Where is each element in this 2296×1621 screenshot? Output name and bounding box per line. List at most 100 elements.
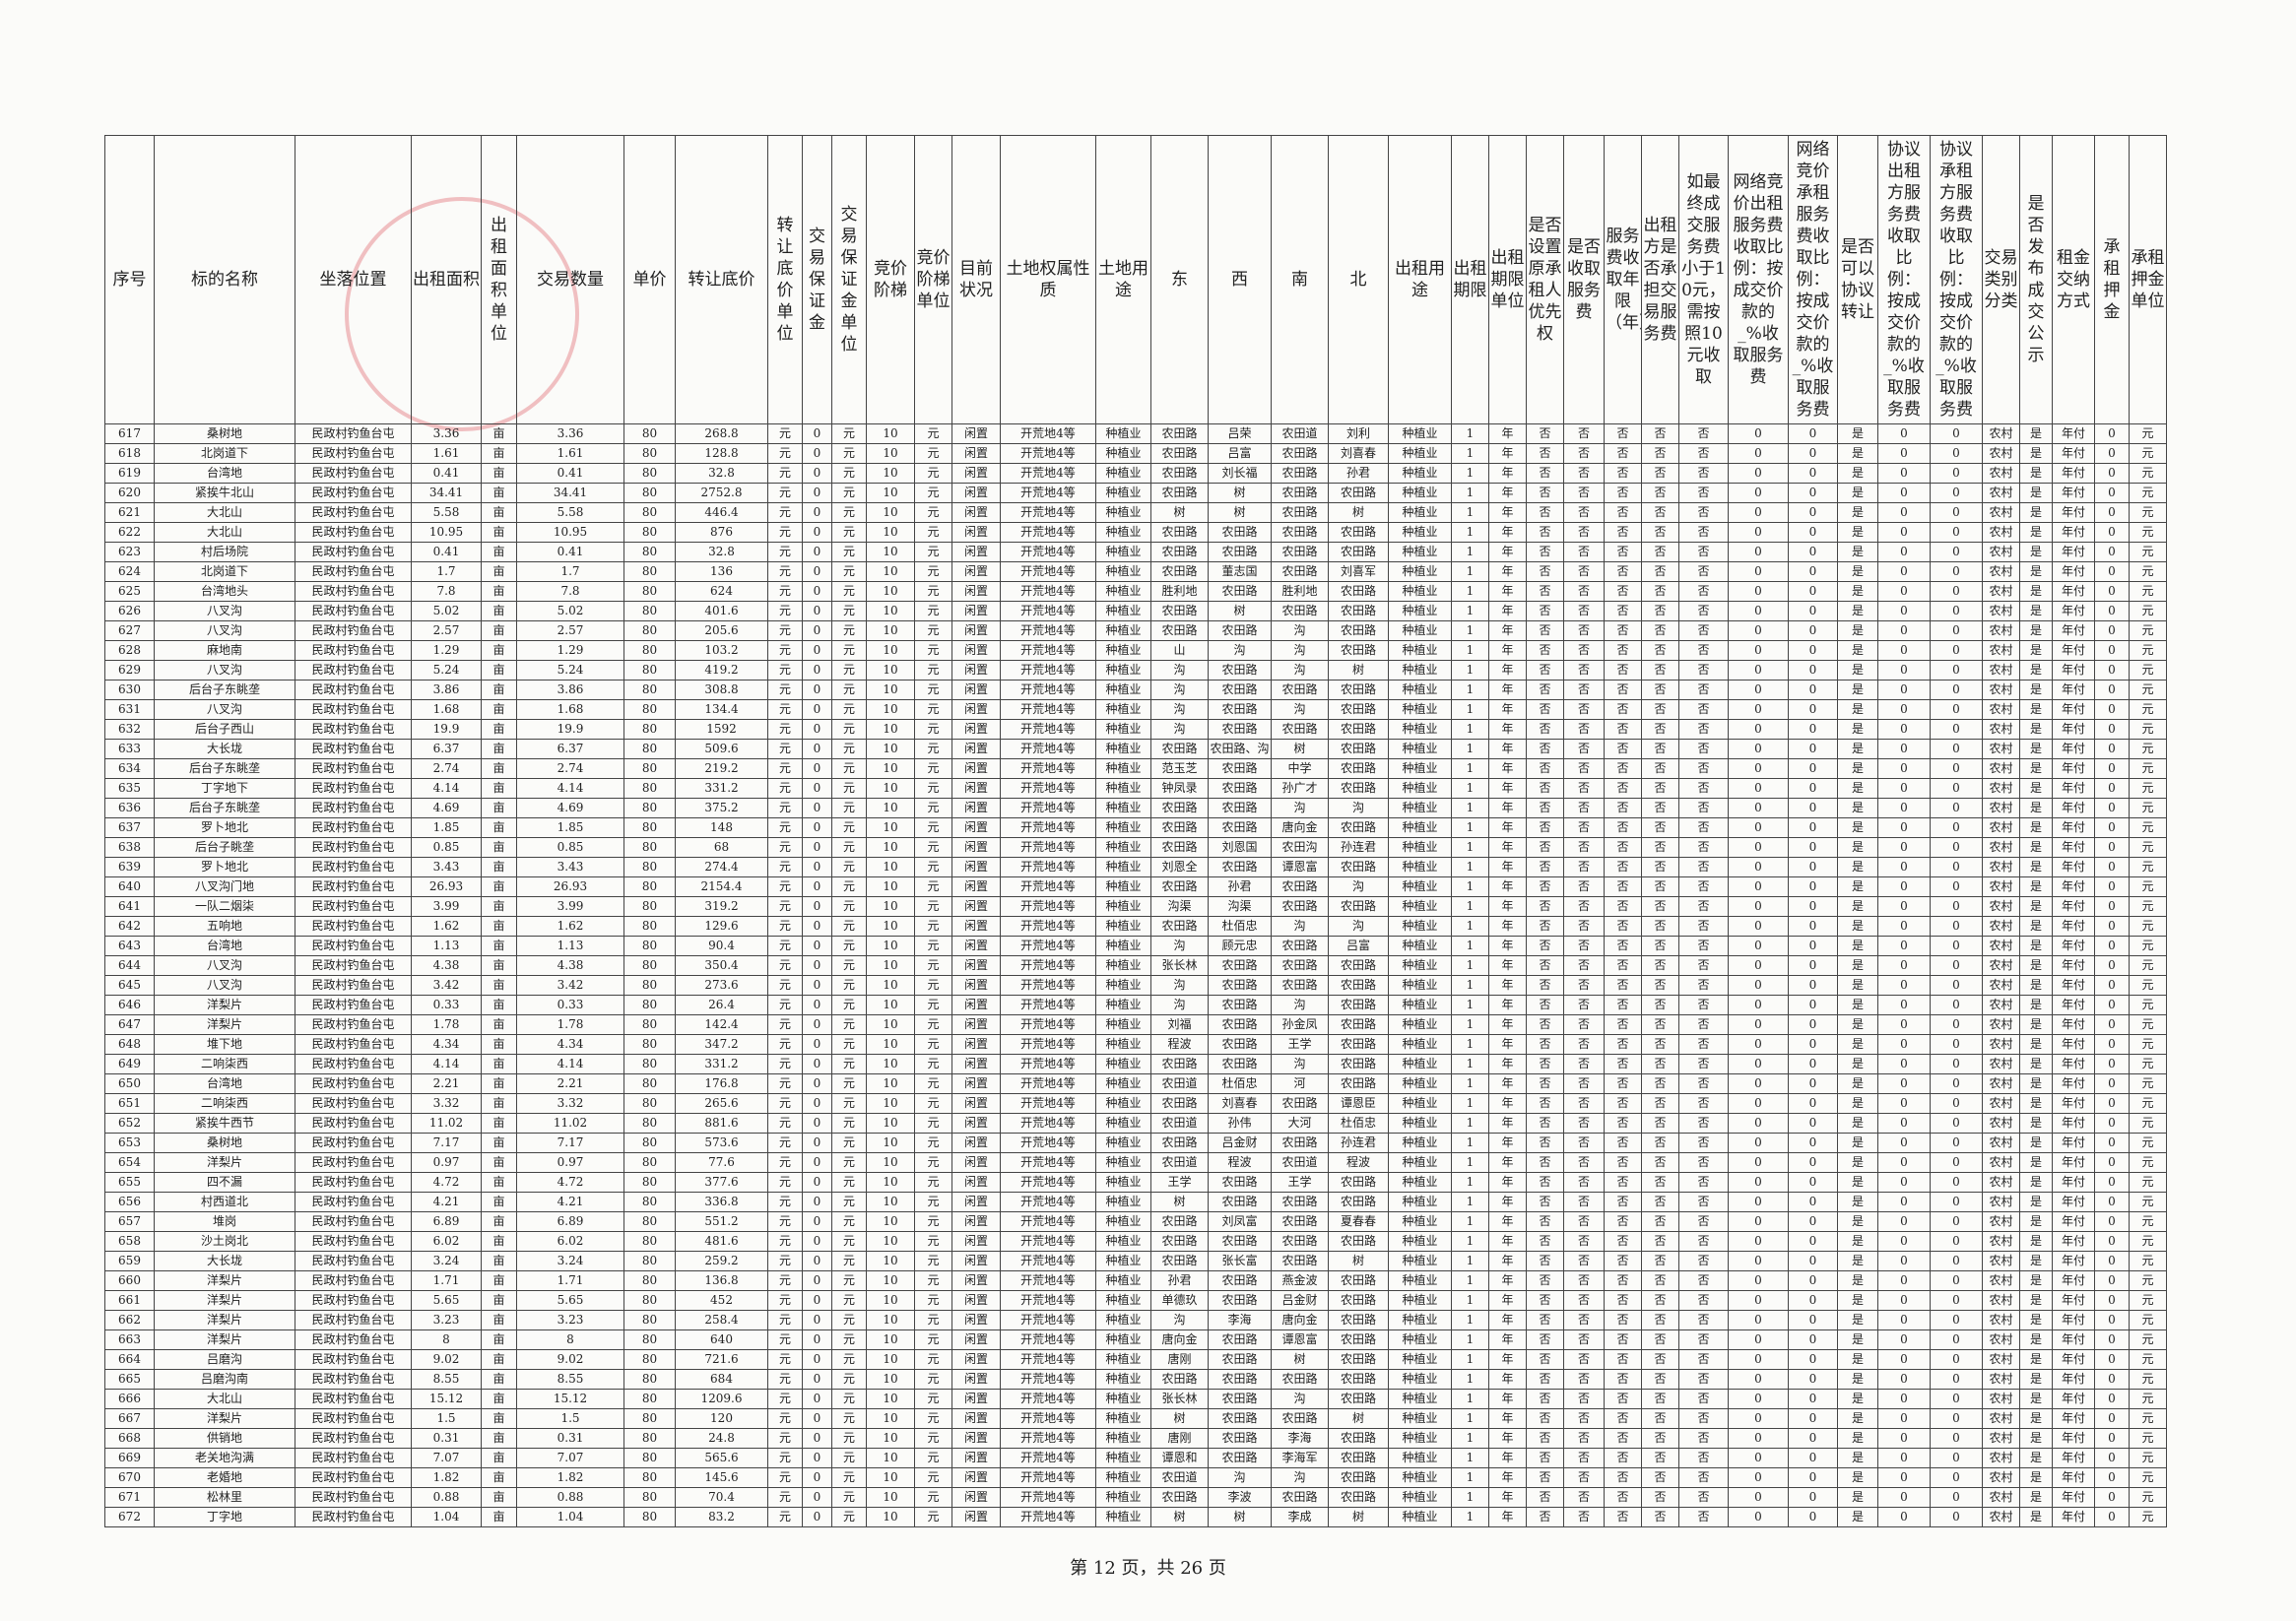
table-cell: 3.99 <box>411 896 482 917</box>
table-cell: 元 <box>2129 561 2167 582</box>
table-cell: 631 <box>104 699 155 720</box>
column-header: 出租方是否承担交易服务费 <box>1641 135 1679 424</box>
table-cell: 年付 <box>2052 463 2095 484</box>
table-cell: 否 <box>1604 719 1642 740</box>
table-cell: 台湾地头 <box>154 581 295 602</box>
table-cell: 0.31 <box>516 1428 624 1449</box>
table-cell: 农村 <box>1982 1113 2020 1134</box>
table-cell: 1.29 <box>411 640 482 661</box>
table-cell: 开荒地4等 <box>1000 1172 1096 1193</box>
table-cell: 亩 <box>481 719 517 740</box>
table-cell: 大北山 <box>154 502 295 523</box>
table-row: 642 五响地 民政村钓鱼台屯 1.62 亩 1.62 80 129.6 元 0 元 10 元闲置 开荒地… <box>104 916 2167 937</box>
table-cell: 民政村钓鱼台屯 <box>295 1270 412 1291</box>
table-cell: 农田路 <box>1150 443 1209 464</box>
table-cell: 否 <box>1678 1329 1729 1350</box>
table-cell: 是 <box>1837 739 1878 759</box>
table-cell: 是 <box>1837 1369 1878 1390</box>
table-cell: 种植业 <box>1095 522 1151 543</box>
table-cell: 657 <box>104 1211 155 1232</box>
table-cell: 10 <box>866 522 915 543</box>
table-cell: 罗卜地北 <box>154 817 295 838</box>
table-cell: 农田路 <box>1208 758 1272 779</box>
table-cell: 10 <box>866 1408 915 1429</box>
table-cell: 80 <box>623 1507 676 1527</box>
table-cell: 1 <box>1451 522 1489 543</box>
table-cell: 农田路 <box>1328 1467 1389 1488</box>
table-cell: 闲置 <box>951 1113 1001 1134</box>
table-cell: 种植业 <box>1388 522 1452 543</box>
table-cell: 种植业 <box>1388 1428 1452 1449</box>
table-cell: 年付 <box>2052 1270 2095 1291</box>
table-cell: 否 <box>1641 1093 1679 1114</box>
table-cell: 629 <box>104 660 155 681</box>
table-cell: 农田道 <box>1150 1073 1209 1094</box>
table-cell: 265.6 <box>675 1093 768 1114</box>
table-cell: 0 <box>1877 542 1931 562</box>
table-cell: 0.33 <box>516 995 624 1015</box>
table-cell: 元 <box>831 1093 867 1114</box>
table-cell: 3.42 <box>516 975 624 996</box>
table-cell: 1 <box>1451 680 1489 700</box>
table-cell: 1 <box>1451 876 1489 897</box>
table-cell: 是 <box>2019 1389 2053 1409</box>
table-cell: 种植业 <box>1095 1487 1151 1508</box>
table-cell: 80 <box>623 640 676 661</box>
table-cell: 年付 <box>2052 1329 2095 1350</box>
table-cell: 否 <box>1641 1152 1679 1173</box>
table-cell: 否 <box>1563 1172 1605 1193</box>
table-cell: 二响柒西 <box>154 1093 295 1114</box>
table-cell: 后台子东眺垄 <box>154 798 295 818</box>
table-cell: 元 <box>767 640 803 661</box>
column-header: 坐落位置 <box>295 135 412 424</box>
table-cell: 1.5 <box>411 1408 482 1429</box>
table-cell: 否 <box>1641 581 1679 602</box>
table-cell: 元 <box>767 936 803 956</box>
table-cell: 否 <box>1563 1093 1605 1114</box>
table-row: 634 后台子东眺垄 民政村钓鱼台屯 2.74 亩 2.74 80 219.2 元 0 元 10 元闲置… <box>104 758 2167 779</box>
table-cell: 八叉沟 <box>154 660 295 681</box>
table-cell: 元 <box>914 1349 952 1370</box>
table-cell: 后台子眺垄 <box>154 837 295 858</box>
table-cell: 否 <box>1678 620 1729 641</box>
table-cell: 1.7 <box>516 561 624 582</box>
table-cell: 元 <box>767 1487 803 1508</box>
table-cell: 1.29 <box>516 640 624 661</box>
table-cell: 619 <box>104 463 155 484</box>
table-cell: 种植业 <box>1388 916 1452 937</box>
table-cell: 否 <box>1641 660 1679 681</box>
table-cell: 是 <box>2019 542 2053 562</box>
table-cell: 元 <box>831 1467 867 1488</box>
table-cell: 夏春春 <box>1328 1211 1389 1232</box>
table-cell: 否 <box>1678 502 1729 523</box>
table-cell: 是 <box>1837 1133 1878 1153</box>
table-cell: 否 <box>1604 443 1642 464</box>
table-cell: 吕磨沟 <box>154 1349 295 1370</box>
table-cell: 否 <box>1563 857 1605 877</box>
table-cell: 是 <box>2019 502 2053 523</box>
table-cell: 年 <box>1488 561 1527 582</box>
table-cell: 否 <box>1641 1034 1679 1055</box>
table-cell: 开荒地4等 <box>1000 1467 1096 1488</box>
table-cell: 农田路 <box>1328 1487 1389 1508</box>
table-cell: 否 <box>1641 620 1679 641</box>
table-cell: 年 <box>1488 640 1527 661</box>
table-cell: 种植业 <box>1388 817 1452 838</box>
table-cell: 闲置 <box>951 443 1001 464</box>
table-cell: 元 <box>767 739 803 759</box>
table-cell: 否 <box>1526 1133 1564 1153</box>
table-cell: 否 <box>1641 1073 1679 1094</box>
table-cell: 农田路 <box>1271 601 1329 621</box>
table-cell: 洋梨片 <box>154 1310 295 1330</box>
table-cell: 农村 <box>1982 423 2020 444</box>
table-cell: 种植业 <box>1388 936 1452 956</box>
table-cell: 年 <box>1488 1152 1527 1173</box>
table-cell: 民政村钓鱼台屯 <box>295 640 412 661</box>
table-cell: 0.97 <box>516 1152 624 1173</box>
table-cell: 80 <box>623 680 676 700</box>
table-cell: 1 <box>1451 916 1489 937</box>
table-cell: 否 <box>1678 1133 1729 1153</box>
table-cell: 10 <box>866 680 915 700</box>
table-cell: 元 <box>767 483 803 503</box>
table-cell: 0 <box>2094 798 2130 818</box>
